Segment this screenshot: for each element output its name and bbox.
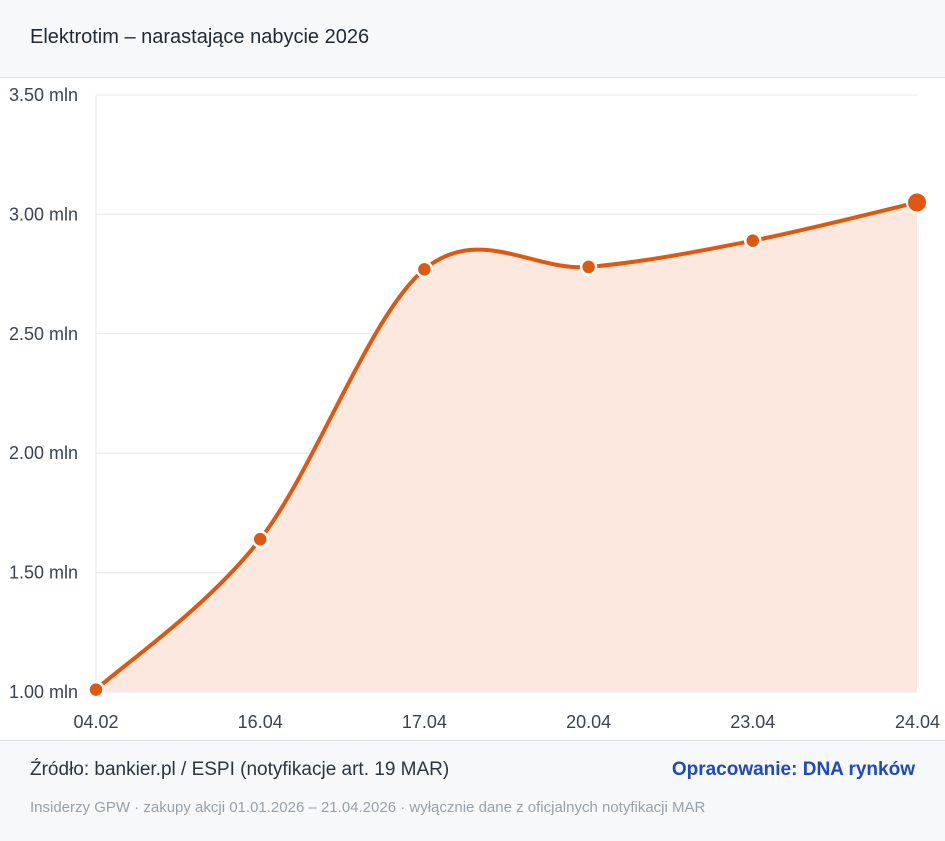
source-text: Źródło: bankier.pl / ESPI (notyfikacje a… [30,759,450,780]
data-point [415,260,434,279]
line-chart: 1.00 mln 1.50 mln 2.00 mln 2.50 mln 3.00 mln… [9,85,940,732]
data-point [744,231,762,250]
x-tick-label: 24.04 [895,712,940,732]
chart-footer: Źródło: bankier.pl / ESPI (notyfikacje a… [0,740,945,841]
y-tick-label: 1.00 mln [9,682,78,702]
footnote-text: Insiderzy GPW · zakupy akcji 01.01.2026 … [30,799,706,816]
x-tick-label: 04.02 [73,712,118,732]
chart-header: Elektrotim – narastające nabycie 2026 [0,0,945,78]
data-point [251,530,269,548]
y-tick-label: 3.50 mln [9,85,78,105]
area-fill [96,202,917,692]
y-tick-label: 1.50 mln [9,563,78,583]
y-tick-label: 2.50 mln [9,324,78,344]
y-tick-label: 3.00 mln [9,204,78,224]
x-tick-label: 23.04 [730,712,775,732]
x-tick-label: 16.04 [238,712,283,732]
x-tick-label: 17.04 [402,712,447,732]
data-point [906,191,928,214]
chart-area: 1.00 mln 1.50 mln 2.00 mln 2.50 mln 3.00 mln… [0,78,945,740]
y-tick-label: 2.00 mln [9,443,78,463]
data-point [87,680,105,699]
data-point [579,258,598,276]
x-tick-label: 20.04 [566,712,611,732]
credit-text: Opracowanie: DNA rynków [671,759,915,780]
chart-title: Elektrotim – narastające nabycie 2026 [30,26,370,48]
